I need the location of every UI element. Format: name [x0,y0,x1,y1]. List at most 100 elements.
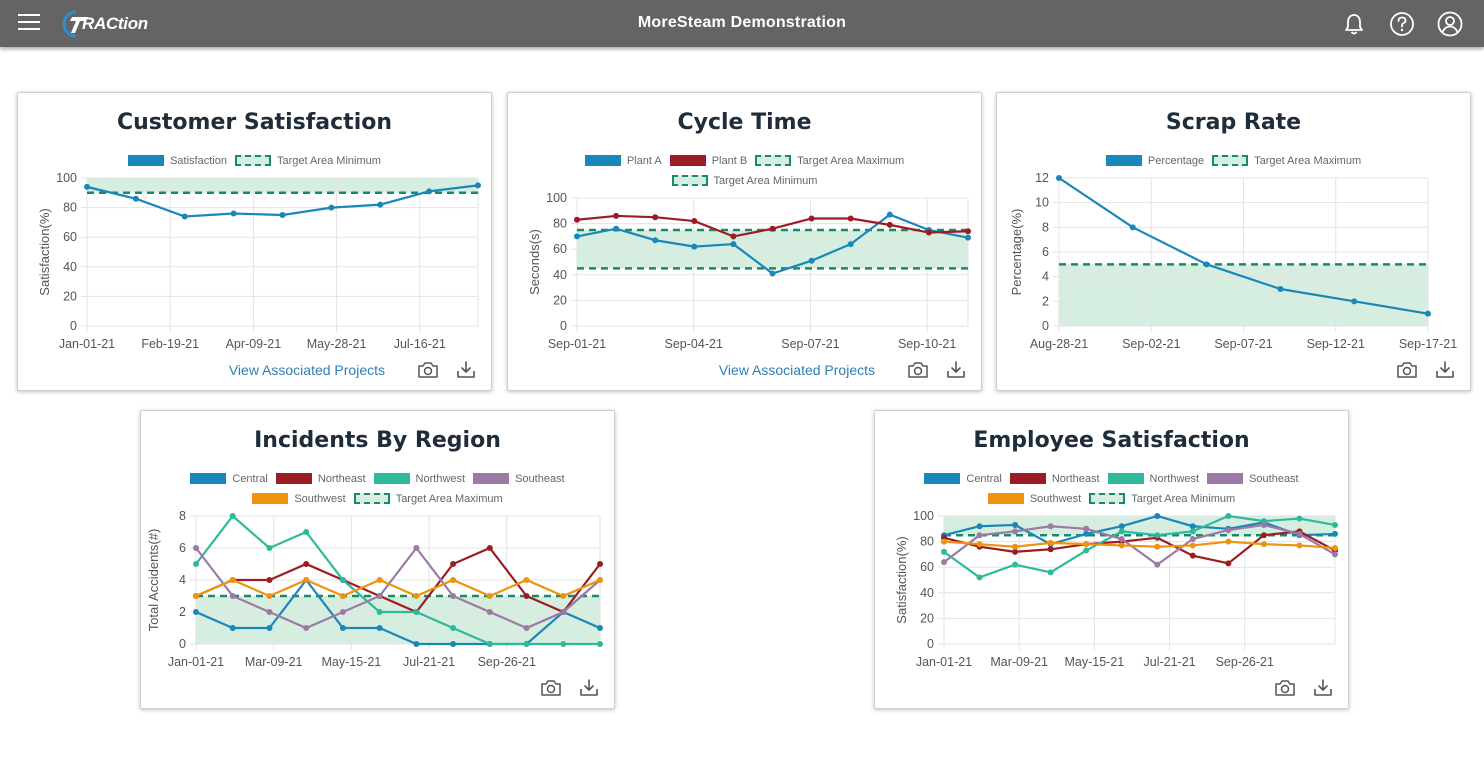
data-point-northwest[interactable] [1332,521,1338,528]
legend-item-plant-a[interactable]: Plant A [584,151,662,171]
data-point-plant-b[interactable] [847,215,854,222]
help-icon[interactable] [1389,11,1415,37]
data-point-central[interactable] [339,625,346,631]
view-associated-projects-link[interactable]: View Associated Projects [718,362,875,378]
data-point-northwest[interactable] [1154,532,1161,539]
data-point-central[interactable] [1154,513,1161,519]
data-point-plant-b[interactable] [691,218,698,225]
data-point-percentage[interactable] [1277,286,1284,292]
data-point-southwest[interactable] [1260,541,1267,548]
camera-icon[interactable] [417,360,439,380]
data-point-southeast[interactable] [1154,561,1161,568]
data-point-plant-a[interactable] [691,243,698,250]
data-point-central[interactable] [376,625,383,631]
view-associated-projects-link[interactable]: View Associated Projects [228,362,385,378]
data-point-satisfaction[interactable] [279,212,286,218]
data-point-northeast[interactable] [486,545,493,551]
download-icon[interactable] [578,678,600,698]
data-point-southwest[interactable] [1225,538,1232,545]
data-point-southwest[interactable] [1083,541,1090,548]
data-point-southwest[interactable] [229,577,236,583]
data-point-central[interactable] [266,625,273,631]
data-point-northwest[interactable] [597,641,603,647]
download-icon[interactable] [455,360,477,380]
data-point-plant-b[interactable] [925,229,932,236]
data-point-southwest[interactable] [1154,543,1161,550]
data-point-northwest[interactable] [1012,561,1019,568]
data-point-southeast[interactable] [486,609,493,615]
data-point-northwest[interactable] [1296,515,1303,522]
logo-icon[interactable] [60,9,165,39]
data-point-northwest[interactable] [560,641,567,647]
data-point-plant-a[interactable] [769,270,776,277]
legend-item-southeast[interactable]: Southeast [1207,469,1299,489]
data-point-southeast[interactable] [941,559,947,566]
data-point-plant-b[interactable] [886,221,893,228]
camera-icon[interactable] [540,678,562,698]
data-point-plant-a[interactable] [613,225,620,232]
data-point-southwest[interactable] [1189,542,1196,549]
legend-item-northeast[interactable]: Northeast [1009,469,1100,489]
data-point-southeast[interactable] [229,593,236,599]
data-point-satisfaction[interactable] [181,213,188,220]
data-point-northeast[interactable] [1225,560,1232,567]
data-point-plant-a[interactable] [847,241,854,248]
data-point-northwest[interactable] [941,548,947,555]
legend-item-target-area-minimum[interactable]: Target Area Minimum [1089,489,1235,509]
data-point-southwest[interactable] [560,593,567,599]
data-point-satisfaction[interactable] [84,183,90,190]
data-point-southeast[interactable] [1012,528,1019,535]
data-point-northwest[interactable] [1189,528,1196,535]
user-icon[interactable] [1437,11,1463,37]
data-point-percentage[interactable] [1203,261,1210,268]
data-point-central[interactable] [193,609,199,615]
data-point-southwest[interactable] [303,577,310,583]
data-point-southeast[interactable] [560,609,567,615]
data-point-northwest[interactable] [450,625,457,631]
data-point-satisfaction[interactable] [132,195,139,202]
camera-icon[interactable] [907,360,929,380]
data-point-plant-a[interactable] [886,211,893,218]
legend-item-target-area-maximum[interactable]: Target Area Maximum [353,489,503,509]
data-point-southeast[interactable] [1189,536,1196,543]
legend-item-plant-b[interactable]: Plant B [669,151,747,171]
menu-icon[interactable] [18,14,40,32]
data-point-central[interactable] [1332,530,1338,537]
data-point-plant-a[interactable] [652,237,659,244]
data-point-northeast[interactable] [1189,552,1196,559]
data-point-southwest[interactable] [1296,542,1303,549]
data-point-percentage[interactable] [1056,175,1062,181]
data-point-northeast[interactable] [523,593,530,599]
legend-item-target-area-maximum[interactable]: Target Area Maximum [1212,151,1361,171]
data-point-satisfaction[interactable] [328,204,335,211]
data-point-southeast[interactable] [339,609,346,615]
data-point-northeast[interactable] [450,561,457,567]
data-point-northeast[interactable] [1047,546,1054,553]
data-point-plant-b[interactable] [730,233,737,240]
legend-item-target-area-minimum[interactable]: Target Area Minimum [234,151,381,171]
data-point-southwest[interactable] [339,593,346,599]
download-icon[interactable] [1312,678,1334,698]
data-point-southeast[interactable] [450,593,457,599]
data-point-central[interactable] [597,625,603,631]
legend-item-northeast[interactable]: Northeast [275,469,366,489]
legend-item-northwest[interactable]: Northwest [373,469,465,489]
data-point-northwest[interactable] [1118,528,1125,535]
data-point-southwest[interactable] [413,593,420,599]
data-point-southeast[interactable] [303,625,310,631]
legend-item-target-area-minimum[interactable]: Target Area Minimum [671,171,817,191]
bell-icon[interactable] [1341,11,1367,37]
data-point-northwest[interactable] [1047,569,1054,576]
data-point-satisfaction[interactable] [230,210,237,217]
data-point-plant-a[interactable] [574,233,580,240]
data-point-plant-a[interactable] [730,241,737,248]
data-point-southwest[interactable] [941,538,947,545]
data-point-southwest[interactable] [1047,539,1054,546]
data-point-northwest[interactable] [193,561,199,567]
data-point-plant-b[interactable] [965,228,971,235]
data-point-southwest[interactable] [193,593,199,599]
legend-item-percentage[interactable]: Percentage [1105,151,1204,171]
data-point-northwest[interactable] [1225,513,1232,519]
camera-icon[interactable] [1274,678,1296,698]
data-point-southeast[interactable] [1260,521,1267,528]
